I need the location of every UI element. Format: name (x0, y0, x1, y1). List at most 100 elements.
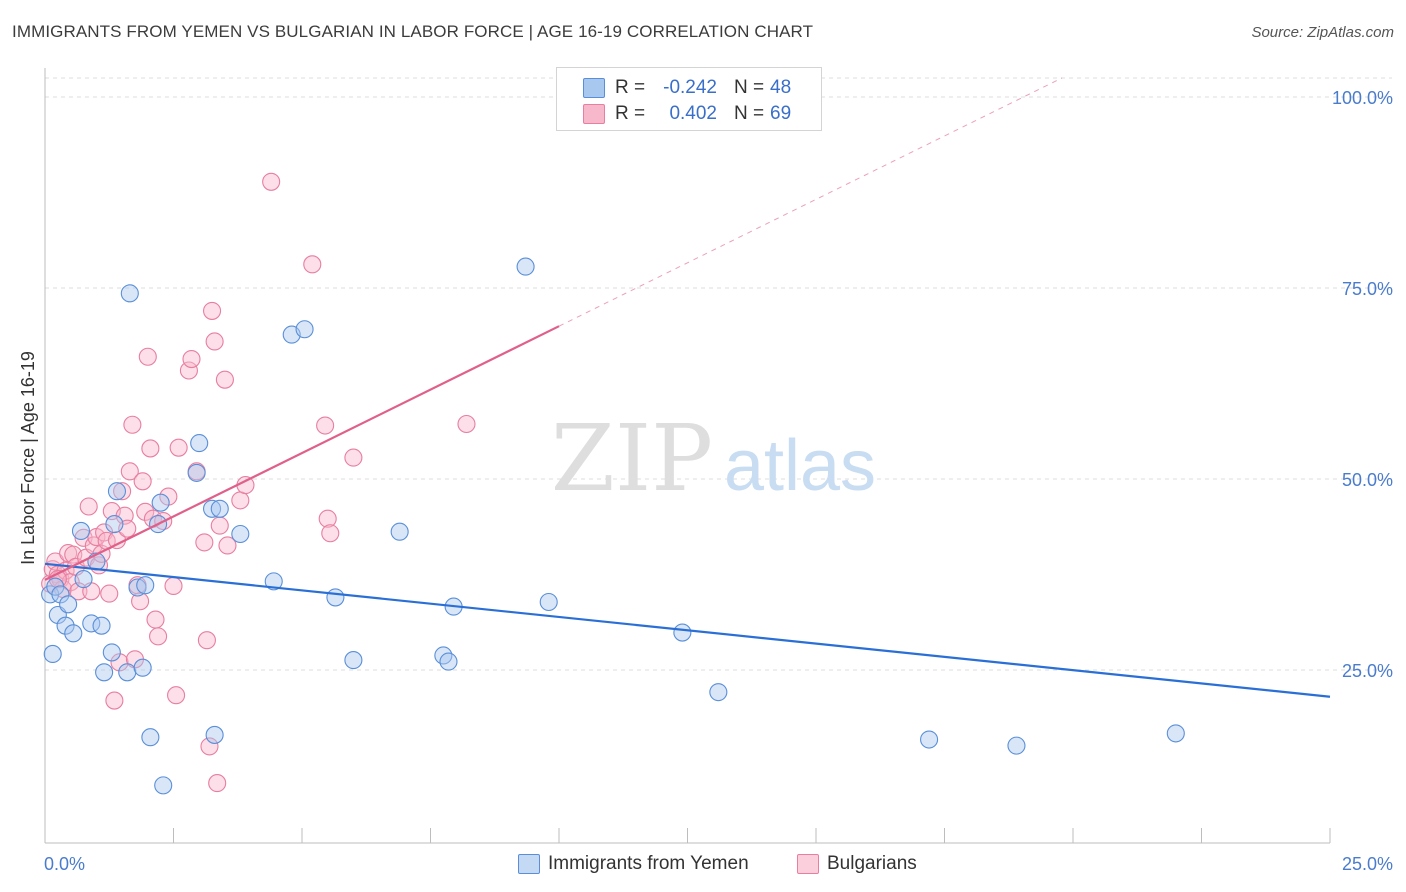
yemen-point (264, 572, 283, 591)
bulgarians-point (210, 516, 229, 535)
yemen-point (920, 730, 939, 749)
yemen-point (59, 595, 78, 614)
legend-swatch-bulgarians (583, 104, 605, 124)
yemen-point (133, 658, 152, 677)
bulgarians-point (138, 347, 157, 366)
bulgarians-trend-extension (558, 77, 1063, 327)
yemen-point (136, 576, 155, 595)
bulgarians-point (318, 509, 337, 528)
bulgarians-point (303, 255, 322, 274)
legend-swatch-yemen (518, 854, 540, 874)
yemen-point (673, 623, 692, 642)
legend-row-yemen: R = -0.242 N = 48 (557, 75, 821, 101)
bulgarians-point (457, 414, 476, 434)
bulgarians-point (141, 439, 160, 458)
yemen-point (56, 616, 75, 635)
legend-swatch-bulgarians (797, 854, 819, 874)
bulgarians-trend-line (44, 325, 560, 581)
x-tick-label-min: 0.0% (44, 854, 85, 874)
bulgarians-point (146, 610, 165, 629)
yemen-point (344, 651, 363, 670)
yemen-point (141, 728, 160, 747)
bulgarians-point (321, 524, 340, 543)
legend-n-value: 69 (770, 103, 792, 124)
legend-n-value: 48 (770, 77, 792, 98)
bulgarians-point (123, 415, 142, 434)
grid-lines (45, 77, 1392, 671)
legend-label-yemen: Immigrants from Yemen (548, 853, 749, 874)
bulgarians-point (133, 472, 152, 491)
yemen-point (210, 499, 229, 518)
watermark-zip: ZIP (551, 405, 713, 512)
y-tick-label: 50.0% (1342, 470, 1393, 490)
yemen-point (205, 725, 224, 744)
y-tick-label: 75.0% (1342, 279, 1393, 299)
legend-r-value: 0.402 (669, 103, 717, 124)
yemen-point (154, 776, 173, 795)
bulgarians-point (131, 592, 150, 611)
yemen-point (120, 284, 139, 303)
yemen-point (107, 482, 127, 501)
bulgarians-point (208, 774, 227, 793)
bulgarians-point (231, 491, 250, 510)
yemen-point (190, 434, 209, 453)
legend-r-label: R = (615, 103, 646, 124)
yemen-point (231, 524, 250, 544)
yemen-point (95, 663, 114, 682)
y-tick-label: 100.0% (1332, 88, 1393, 108)
bulgarians-point (200, 737, 219, 756)
legend-r-label: R = (615, 77, 646, 98)
series-legend: Immigrants from Yemen Bulgarians (0, 852, 1406, 878)
source-label: Source: ZipAtlas.com (1251, 24, 1394, 41)
chart-title: IMMIGRANTS FROM YEMEN VS BULGARIAN IN LA… (12, 22, 814, 41)
yemen-point (102, 643, 121, 662)
tick-labels: 25.0% 50.0% 75.0% 100.0% 0.0% 25.0% (44, 88, 1393, 874)
yemen-point (539, 592, 558, 612)
yemen-point (64, 624, 83, 643)
yemen-point (105, 515, 124, 534)
stats-legend: R = -0.242 N = 48 R = 0.402 N = 69 (556, 67, 822, 131)
yemen-point (326, 588, 345, 607)
yemen-point (187, 463, 206, 482)
yemen-point (71, 521, 91, 541)
bulgarians-point (120, 462, 139, 481)
bulgarians-point (164, 576, 183, 596)
bulgarians-point (105, 691, 124, 710)
legend-n-label: N = (734, 77, 765, 98)
yemen-point (51, 585, 70, 604)
yemen-point (92, 616, 111, 635)
bulgarians-point (218, 536, 237, 555)
yemen-point (118, 663, 137, 682)
legend-label-bulgarians: Bulgarians (827, 853, 917, 874)
bulgarians-point (136, 502, 155, 521)
watermark: ZIP atlas (551, 405, 876, 512)
legend-r-value: -0.242 (663, 77, 717, 98)
bulgarians-point (79, 497, 98, 516)
yemen-point (1007, 736, 1026, 755)
bulgarians-point (262, 172, 281, 191)
yemen-point (516, 257, 535, 276)
bulgarians-point (100, 584, 119, 603)
y-axis-label: In Labor Force | Age 16-19 (18, 351, 38, 565)
bulgarians-point (182, 350, 201, 369)
bulgarians-point (113, 482, 132, 501)
legend-swatch-yemen (583, 78, 605, 98)
legend-n-label: N = (734, 103, 765, 124)
y-tick-label: 25.0% (1342, 661, 1393, 681)
axes (44, 68, 1331, 844)
yemen-point (74, 570, 93, 589)
x-tick-label-max: 25.0% (1342, 854, 1393, 874)
bulgarians-point (344, 448, 363, 467)
yemen-points (41, 257, 1185, 795)
yemen-trend-line (44, 562, 1331, 698)
bulgarians-point (203, 301, 222, 320)
yemen-point (295, 320, 314, 339)
bulgarians-points (41, 172, 476, 793)
yemen-point (1166, 724, 1185, 743)
yemen-point (151, 493, 170, 512)
yemen-point (203, 499, 222, 518)
bulgarians-point (195, 533, 214, 552)
bulgarians-point (179, 361, 198, 380)
bulgarians-point (205, 332, 224, 351)
